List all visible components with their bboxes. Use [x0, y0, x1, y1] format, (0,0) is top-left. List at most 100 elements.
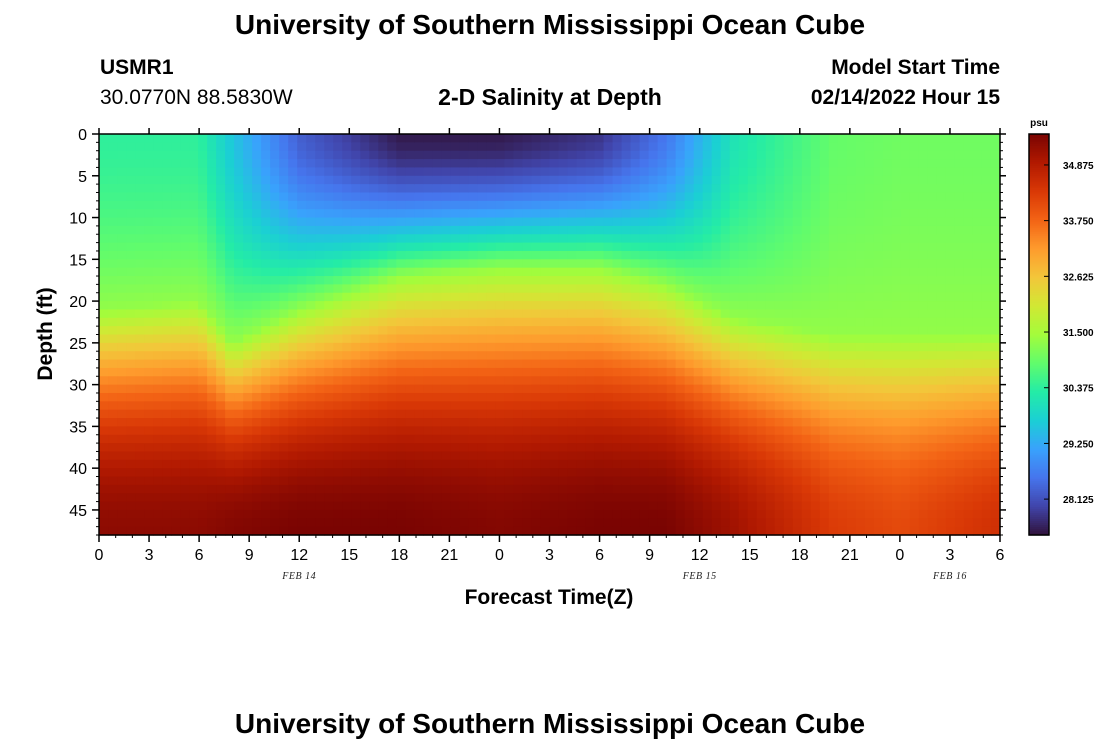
heatmap-cell [711, 267, 722, 277]
heatmap-cell [990, 200, 1001, 210]
heatmap-cell [234, 276, 244, 285]
heatmap-cell [450, 518, 460, 528]
heatmap-cell [513, 250, 524, 260]
heatmap-cell [234, 317, 244, 327]
heatmap-cell [693, 292, 704, 302]
heatmap-cell [954, 175, 965, 185]
heatmap-cell [612, 159, 623, 169]
heatmap-cell [801, 484, 812, 494]
heatmap-cell [243, 484, 253, 494]
heatmap-cell [963, 309, 974, 319]
heatmap-cell [594, 284, 605, 294]
heatmap-cell [882, 309, 893, 319]
heatmap-cell [837, 518, 848, 528]
heatmap-cell [477, 209, 488, 219]
heatmap-cell [594, 242, 605, 252]
heatmap-cell [378, 484, 388, 494]
heatmap-cell [945, 401, 956, 411]
heatmap-cell [414, 234, 424, 244]
heatmap-cell [765, 184, 776, 194]
heatmap-cell [333, 334, 343, 344]
heatmap-cell [486, 301, 497, 311]
heatmap-cell [279, 392, 289, 402]
heatmap-cell [153, 526, 163, 536]
heatmap-cell [702, 392, 713, 402]
heatmap-cell [549, 159, 560, 169]
heatmap-cell [180, 250, 190, 260]
heatmap-cell [882, 342, 893, 352]
heatmap-cell [738, 509, 749, 519]
heatmap-cell [756, 401, 767, 411]
heatmap-cell [756, 217, 767, 227]
heatmap-cell [657, 351, 668, 361]
heatmap-cell [423, 326, 433, 336]
heatmap-cell [801, 409, 812, 419]
heatmap-cell [801, 518, 812, 528]
heatmap-cell [207, 484, 217, 494]
heatmap-cell [927, 409, 938, 419]
heatmap-cell [243, 376, 253, 386]
heatmap-cell [396, 242, 406, 252]
heatmap-cell [873, 267, 884, 277]
heatmap-cell [567, 142, 578, 152]
heatmap-cell [801, 334, 812, 344]
heatmap-cell [936, 326, 947, 336]
heatmap-cell [414, 334, 424, 344]
heatmap-cell [297, 476, 307, 486]
heatmap-cell [405, 459, 415, 469]
heatmap-cell [909, 326, 920, 336]
heatmap-cell [360, 459, 370, 469]
heatmap-cell [909, 434, 920, 444]
heatmap-cell [405, 150, 415, 160]
heatmap-cell [423, 484, 433, 494]
heatmap-cell [684, 200, 695, 210]
heatmap-cell [567, 484, 578, 494]
heatmap-cell [801, 301, 812, 311]
heatmap-cell [783, 142, 794, 152]
heatmap-cell [162, 434, 172, 444]
heatmap-cell [423, 276, 433, 285]
heatmap-cell [954, 259, 965, 269]
heatmap-cell [153, 192, 163, 202]
heatmap-cell [567, 434, 578, 444]
heatmap-cell [351, 509, 361, 519]
heatmap-cell [909, 259, 920, 269]
heatmap-cell [216, 451, 226, 461]
heatmap-cell [126, 342, 136, 352]
heatmap-cell [324, 267, 334, 277]
heatmap-cell [99, 225, 109, 235]
heatmap-cell [828, 309, 839, 319]
heatmap-cell [135, 426, 145, 436]
heatmap-cell [603, 451, 614, 461]
heatmap-cell [252, 468, 262, 478]
heatmap-cell [918, 167, 929, 177]
heatmap-cell [513, 134, 524, 143]
heatmap-cell [576, 234, 587, 244]
heatmap-cell [585, 409, 596, 419]
heatmap-cell [333, 192, 343, 202]
heatmap-cell [207, 167, 217, 177]
heatmap-cell [144, 142, 154, 152]
heatmap-cell [828, 451, 839, 461]
heatmap-cell [972, 175, 983, 185]
heatmap-cell [990, 259, 1001, 269]
heatmap-cell [504, 418, 515, 427]
heatmap-cell [729, 451, 740, 461]
heatmap-cell [162, 150, 172, 160]
heatmap-cell [963, 476, 974, 486]
heatmap-cell [792, 309, 803, 319]
heatmap-cell [495, 484, 506, 494]
heatmap-cell [936, 250, 947, 260]
heatmap-cell [927, 468, 938, 478]
heatmap-cell [396, 392, 406, 402]
heatmap-cell [324, 292, 334, 302]
heatmap-cell [108, 434, 118, 444]
heatmap-cell [522, 351, 533, 361]
heatmap-cell [477, 250, 488, 260]
heatmap-cell [630, 309, 641, 319]
heatmap-cell [153, 142, 163, 152]
heatmap-cell [432, 392, 442, 402]
heatmap-cell [819, 367, 830, 377]
heatmap-cell [540, 434, 551, 444]
heatmap-cell [99, 451, 109, 461]
